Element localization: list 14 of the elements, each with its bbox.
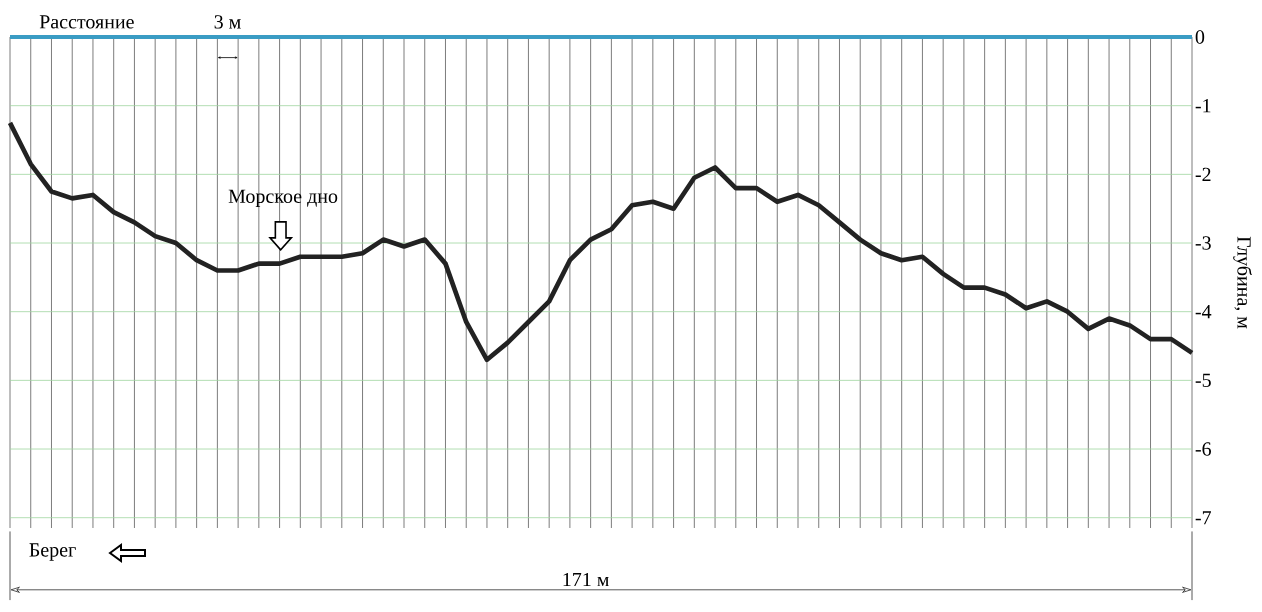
y-tick-label: -5 (1195, 373, 1211, 387)
y-tick-label: -4 (1195, 305, 1212, 319)
y-axis-title: Глубина, м (1233, 236, 1252, 329)
text: 3 м (214, 15, 241, 29)
annotation: Морское дно (228, 189, 338, 208)
y-tick-label: -7 (1195, 511, 1212, 525)
y-tick-label: -2 (1195, 167, 1211, 181)
text: Расстояние (39, 15, 134, 29)
y-tick-label: 0 (1195, 30, 1205, 44)
y-tick-label: -6 (1195, 442, 1212, 456)
text: 171 м (563, 572, 609, 587)
text: Берег (29, 543, 76, 561)
y-tick-label: -1 (1195, 99, 1211, 113)
y-tick-label: -3 (1195, 236, 1211, 250)
